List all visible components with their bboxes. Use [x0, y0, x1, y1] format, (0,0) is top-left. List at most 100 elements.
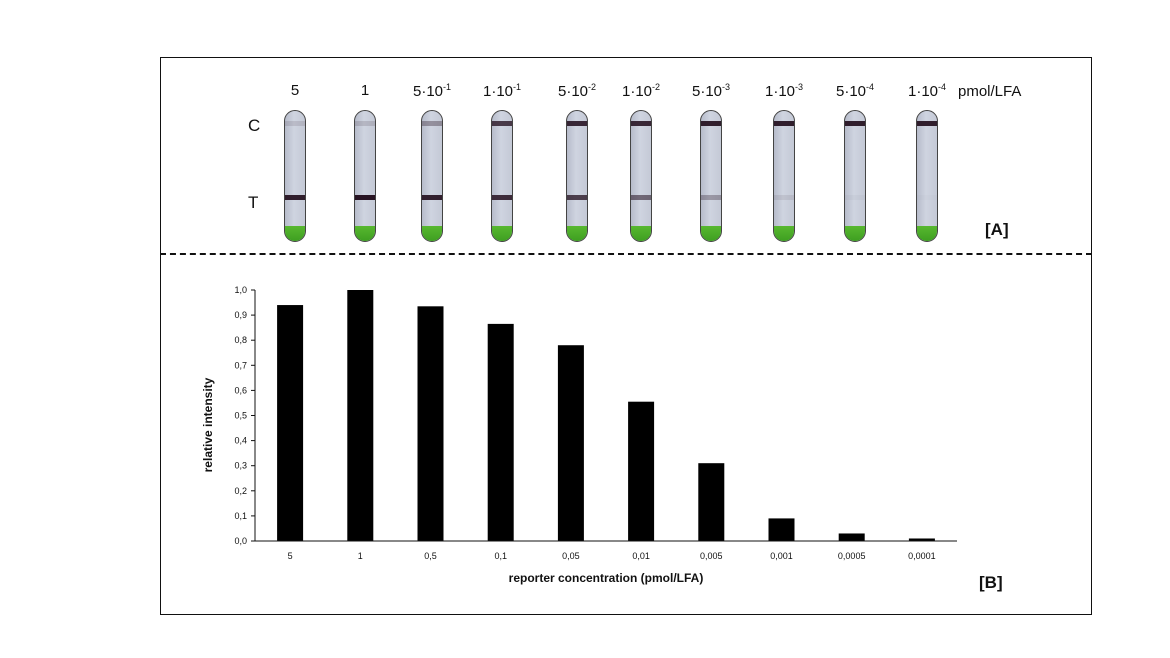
x-tick-label: 1: [358, 551, 363, 561]
control-band: [567, 121, 587, 126]
concentration-exponent: -1: [513, 82, 522, 92]
y-tick-label: 0,3: [234, 461, 247, 471]
sample-pad: [422, 226, 442, 241]
control-band: [701, 121, 721, 126]
panel-b-tag: [B]: [979, 573, 1003, 592]
x-tick-label: 0,0005: [838, 551, 866, 561]
y-tick-label: 0,7: [234, 360, 247, 370]
lfa-strip: [844, 110, 866, 242]
test-band: [355, 195, 375, 200]
control-band: [917, 121, 937, 126]
lfa-strip: [354, 110, 376, 242]
y-ticks-group: 0,0 0,1 0,2 0,3 0,4 0,5 0,6 0,7 0,8 0,9 1,0: [234, 285, 255, 546]
y-tick-label: 0,0: [234, 536, 247, 546]
y-axis-title: relative intensity: [201, 377, 215, 472]
lfa-strip: [700, 110, 722, 242]
test-band: [631, 195, 651, 200]
y-tick-label: 0,6: [234, 385, 247, 395]
concentration-label: 1·10-3: [765, 82, 803, 100]
y-tick-label: 0,2: [234, 486, 247, 496]
y-tick-label: 0,9: [234, 310, 247, 320]
concentration-exponent: -2: [588, 82, 597, 92]
control-band: [774, 121, 794, 126]
y-tick-label: 0,8: [234, 335, 247, 345]
y-tick-label: 0,1: [234, 511, 247, 521]
x-tick-label: 0,5: [424, 551, 437, 561]
x-tick-label: 0,0001: [908, 551, 936, 561]
x-tick-label: 0,001: [770, 551, 793, 561]
concentration-exponent: -3: [795, 82, 804, 92]
y-tick-label: 0,5: [234, 411, 247, 421]
test-band: [701, 195, 721, 200]
lfa-strip: [284, 110, 306, 242]
bar: [487, 323, 514, 541]
lfa-strip: [773, 110, 795, 242]
concentration-label: 1: [361, 82, 369, 99]
test-band: [567, 195, 587, 200]
lfa-strip: [566, 110, 588, 242]
concentration-label: 5·10-4: [836, 82, 874, 100]
concentration-base: 1·10: [482, 83, 514, 100]
concentration-base: 1·10: [764, 83, 796, 100]
concentration-base: 5: [290, 82, 300, 99]
x-tick-label: 0,05: [562, 551, 580, 561]
sample-pad: [701, 226, 721, 241]
x-tick-label: 5: [288, 551, 293, 561]
sample-pad: [285, 226, 305, 241]
x-ticks-group: 5 1 0,5 0,1 0,05 0,01 0,005 0,001 0,0005 0,0001: [288, 551, 936, 561]
concentration-label: 5·10-2: [558, 82, 596, 100]
test-band: [422, 195, 442, 200]
bar: [768, 518, 795, 541]
concentration-exponent: -4: [866, 82, 875, 92]
bar: [417, 306, 444, 541]
concentration-base: 1: [360, 82, 370, 99]
sample-pad: [631, 226, 651, 241]
x-axis-title: reporter concentration (pmol/LFA): [509, 571, 704, 585]
concentration-label: 1·10-1: [483, 82, 521, 100]
bar: [277, 305, 304, 541]
x-tick-label: 0,1: [494, 551, 507, 561]
lfa-strip: [491, 110, 513, 242]
concentration-label: 1·10-2: [622, 82, 660, 100]
test-band: [285, 195, 305, 200]
control-band: [285, 121, 305, 126]
control-band: [631, 121, 651, 126]
concentration-exponent: -3: [722, 82, 731, 92]
bar: [628, 401, 655, 541]
bar: [557, 345, 584, 541]
sample-pad: [845, 226, 865, 241]
concentration-exponent: -4: [938, 82, 947, 92]
dashed-divider: [160, 253, 1092, 255]
sample-pad: [917, 226, 937, 241]
concentration-base: 5·10: [691, 83, 723, 100]
sample-pad: [355, 226, 375, 241]
control-band: [422, 121, 442, 126]
concentration-base: 1·10: [621, 83, 653, 100]
concentration-base: 5·10: [835, 83, 867, 100]
test-line-label: T: [248, 193, 259, 212]
y-tick-label: 0,4: [234, 436, 247, 446]
concentration-base: 1·10: [907, 83, 939, 100]
test-band: [774, 195, 794, 200]
concentration-label: 5·10-1: [413, 82, 451, 100]
lfa-strip: [916, 110, 938, 242]
concentration-base: 5·10: [412, 83, 444, 100]
x-tick-label: 0,005: [700, 551, 723, 561]
control-band: [492, 121, 512, 126]
bar: [908, 538, 935, 541]
y-tick-label: 1,0: [234, 285, 247, 295]
panel-a-strips: 5 1 5·10-1 1·10-1 5·10-2 1·10-2 5·10-3 1·10-3 5·…: [0, 0, 1170, 253]
concentration-label: 5: [291, 82, 299, 99]
lfa-strip: [630, 110, 652, 242]
control-line-label: C: [248, 116, 261, 135]
concentration-base: 5·10: [557, 83, 589, 100]
sample-pad: [567, 226, 587, 241]
bar: [698, 463, 725, 541]
bar: [347, 290, 374, 541]
bar: [838, 533, 865, 541]
panel-a-tag: [A]: [985, 220, 1009, 239]
bars-group: [277, 290, 935, 541]
test-band: [492, 195, 512, 200]
lfa-strip: [421, 110, 443, 242]
